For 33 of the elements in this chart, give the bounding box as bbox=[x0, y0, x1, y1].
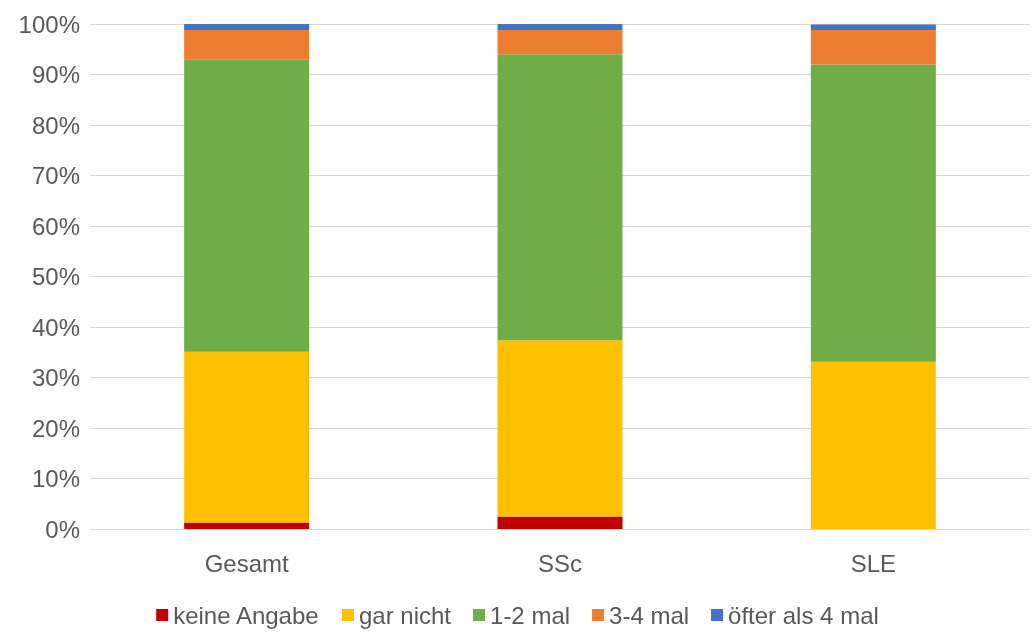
y-tick-label: 10% bbox=[31, 465, 80, 492]
y-tick-label: 0% bbox=[45, 515, 80, 543]
bar bbox=[184, 522, 310, 529]
y-tick-label: 40% bbox=[31, 313, 80, 341]
bar bbox=[184, 30, 310, 60]
bar bbox=[184, 59, 310, 352]
bar bbox=[810, 64, 936, 362]
legend-label: 3-4 mal bbox=[609, 601, 690, 629]
y-tick-label: 80% bbox=[31, 111, 80, 139]
legend-label: gar nicht bbox=[358, 601, 452, 629]
legend-label: 1-2 mal bbox=[490, 601, 571, 629]
bar bbox=[810, 30, 936, 65]
bar bbox=[497, 54, 623, 341]
x-tick-label: SSc bbox=[537, 549, 583, 577]
bar bbox=[497, 340, 623, 517]
y-tick-label: 30% bbox=[31, 364, 80, 391]
y-tick-label: 90% bbox=[31, 61, 80, 88]
bar bbox=[184, 24, 310, 31]
bar bbox=[810, 361, 936, 529]
bar bbox=[497, 30, 623, 55]
y-tick-label: 70% bbox=[31, 162, 80, 189]
bar bbox=[184, 351, 310, 523]
legend-label: keine Angabe bbox=[173, 601, 319, 629]
y-tick-label: 100% bbox=[18, 10, 80, 38]
bar bbox=[497, 516, 623, 529]
y-tick-label: 60% bbox=[31, 212, 80, 240]
y-tick-label: 20% bbox=[31, 414, 80, 442]
x-tick-label: SLE bbox=[850, 549, 897, 577]
x-tick-label: Gesamt bbox=[204, 549, 290, 577]
y-tick-label: 50% bbox=[31, 263, 80, 290]
bar bbox=[497, 24, 623, 31]
legend-label: öfter als 4 mal bbox=[728, 601, 879, 629]
bar bbox=[810, 24, 936, 31]
